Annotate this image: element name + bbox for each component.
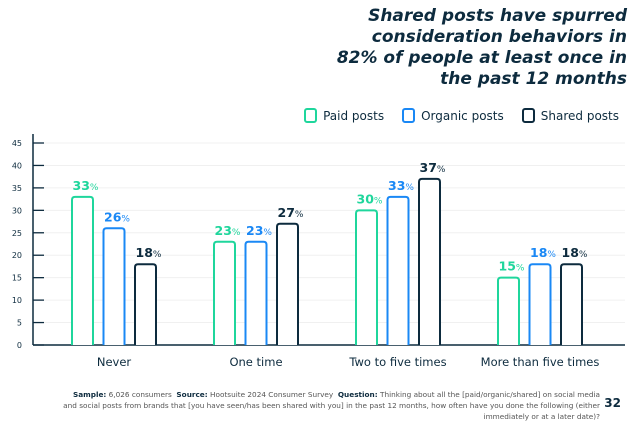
x-tick-label: Never — [97, 355, 132, 369]
bar — [528, 263, 552, 345]
data-label: 18% — [136, 245, 162, 260]
question-text: Thinking about all the [paid/organic/sha… — [63, 390, 600, 421]
y-tick-label: 5 — [17, 319, 22, 328]
y-tick-label: 35 — [12, 184, 22, 193]
y-tick-label: 25 — [12, 229, 22, 238]
data-label: 23% — [246, 223, 272, 238]
bar — [497, 276, 520, 345]
data-label: 33% — [73, 178, 99, 193]
x-tick-label: One time — [229, 355, 282, 369]
bar — [71, 195, 94, 345]
bar — [355, 209, 378, 345]
data-label: 18% — [562, 245, 588, 260]
y-tick-label: 30 — [12, 206, 22, 215]
footnote: Sample: 6,026 consumers Source: Hootsuit… — [60, 389, 600, 422]
source-label: Source: — [176, 390, 208, 399]
bar — [276, 222, 299, 345]
legend-label: Paid posts — [323, 108, 385, 123]
question-label: Question: — [337, 390, 378, 399]
bar — [386, 195, 410, 345]
y-tick-label: 45 — [12, 139, 22, 148]
source-value: Hootsuite 2024 Consumer Survey — [210, 390, 334, 399]
y-tick-label: 40 — [12, 161, 22, 170]
legend-label: Shared posts — [540, 108, 619, 123]
data-label: 18% — [530, 245, 556, 260]
data-label: 30% — [357, 191, 383, 206]
bar — [418, 177, 441, 345]
sample-label: Sample: — [72, 390, 107, 399]
data-label: 33% — [388, 178, 414, 193]
y-tick-label: 0 — [17, 341, 22, 350]
data-label: 15% — [499, 259, 525, 274]
data-label: 37% — [420, 160, 446, 175]
bar — [102, 227, 126, 345]
data-label: 26% — [104, 209, 130, 224]
bar — [134, 263, 157, 345]
x-tick-label: More than five times — [481, 355, 600, 369]
legend-item: Organic posts — [402, 108, 504, 123]
sample-value: 6,026 consumers — [108, 390, 172, 399]
bar-chart: 0 5 10 15 20 25 30 35 40 45 33% 26% 18% Never 23% 23% 27… — [12, 134, 625, 369]
legend-item: Paid posts — [304, 108, 384, 123]
y-tick-label: 10 — [12, 296, 22, 305]
bar — [244, 240, 268, 345]
legend-item: Shared posts — [521, 108, 619, 123]
data-label: 23% — [215, 223, 241, 238]
y-tick-label: 20 — [12, 251, 22, 260]
legend-swatch — [304, 108, 318, 123]
y-tick-label: 15 — [12, 274, 22, 283]
legend: Paid posts Organic posts Shared posts — [304, 108, 619, 123]
chart-title: Shared posts have spurred consideration … — [336, 6, 627, 89]
data-label: 27% — [278, 205, 304, 220]
legend-label: Organic posts — [421, 108, 504, 123]
legend-swatch — [521, 108, 535, 123]
legend-swatch — [402, 108, 416, 123]
x-tick-label: Two to five times — [348, 355, 446, 369]
bar — [213, 240, 236, 345]
page-number: 32 — [604, 396, 621, 410]
bar — [560, 263, 583, 345]
